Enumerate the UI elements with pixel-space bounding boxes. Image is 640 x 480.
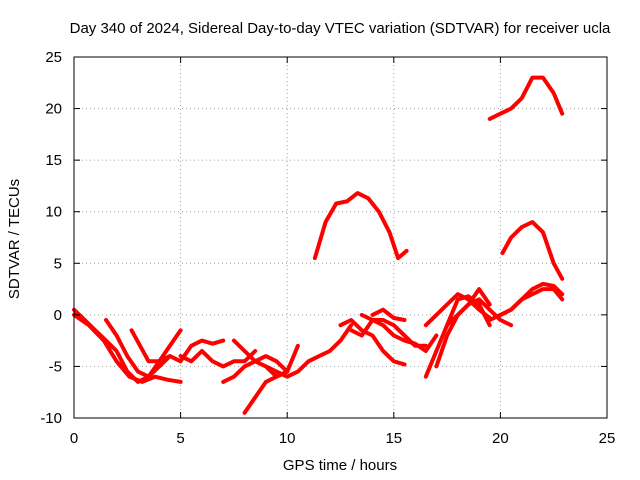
series-line-track-16 <box>434 297 514 369</box>
x-tick-label: 25 <box>599 430 616 447</box>
plot-frame <box>73 56 608 419</box>
series-line-track-2 <box>72 312 183 384</box>
series-line-track-17 <box>423 292 492 328</box>
x-tick-label: 15 <box>385 430 402 447</box>
series-line-track-8 <box>242 369 290 415</box>
y-tick-label: 25 <box>45 49 62 66</box>
series-line-track-10 <box>312 191 409 261</box>
y-axis-label: SDTVAR / TECUs <box>6 179 23 299</box>
y-tick-label: 10 <box>45 204 62 221</box>
x-axis-label: GPS time / hours <box>283 457 397 474</box>
series-line-track-9 <box>263 323 354 379</box>
series-line-track-18 <box>445 287 492 328</box>
series-group <box>72 75 565 415</box>
series-line-track-21 <box>500 220 565 281</box>
y-tick-label: 20 <box>45 101 62 118</box>
x-tick-label: 10 <box>279 430 296 447</box>
series-line-track-20 <box>498 281 565 317</box>
y-tick-label: 0 <box>54 307 62 324</box>
x-tick-label: 0 <box>70 430 78 447</box>
y-tick-label: -5 <box>49 358 62 375</box>
series-line-track-11 <box>338 318 407 367</box>
y-tick-label: 15 <box>45 152 62 169</box>
series-line-track-14 <box>370 307 407 322</box>
tick-group: 0 5 10 15 20 25 -10 -5 0 5 10 15 20 25 <box>40 49 615 447</box>
grid <box>74 57 607 418</box>
y-tick-label: -10 <box>40 410 62 427</box>
chart-title: Day 340 of 2024, Sidereal Day-to-day VTE… <box>70 20 611 37</box>
series-line-track-3 <box>104 318 172 379</box>
series-line-track-5 <box>178 349 258 369</box>
series-line-track-15 <box>423 294 492 379</box>
series-line-track-4 <box>129 328 226 364</box>
x-tick-label: 5 <box>176 430 184 447</box>
y-tick-label: 5 <box>54 255 62 272</box>
x-tick-label: 20 <box>492 430 509 447</box>
series-line-track-22 <box>487 75 565 121</box>
series-line-track-13 <box>359 312 439 353</box>
